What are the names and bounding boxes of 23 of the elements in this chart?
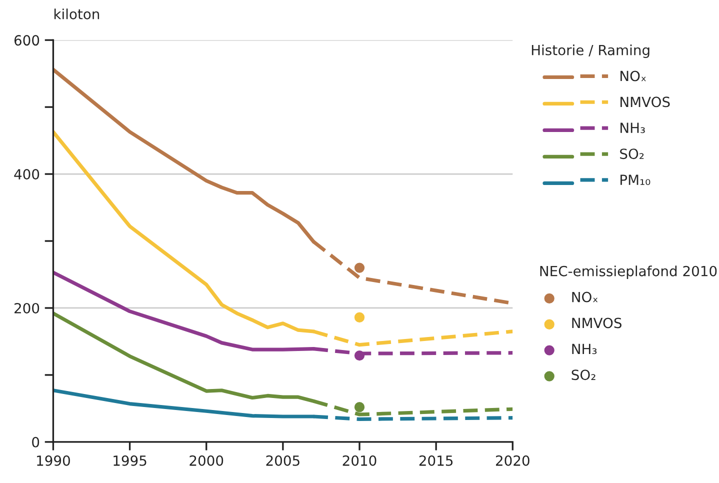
x-tick-label: 1990 [37, 455, 70, 466]
legend-label: NOₓ [572, 292, 598, 302]
x-tick-label: 2015 [419, 455, 453, 466]
legend-label: NOₓ [620, 70, 646, 82]
x-tick-label: 2000 [190, 455, 224, 466]
y-tick-label: 200 [14, 302, 40, 314]
legend-label: NMVOS [572, 318, 622, 328]
x-tick-label: 2010 [342, 455, 376, 466]
y-tick-label: 600 [14, 35, 40, 46]
y-axis-title: kiloton [54, 8, 100, 20]
legend-label: PM₁₀ [620, 174, 650, 185]
y-tick-label: 0 [32, 436, 40, 448]
x-tick-label: 2020 [496, 455, 530, 466]
legend-label: SO₂ [572, 370, 596, 380]
legend-label: NH₃ [620, 122, 645, 134]
x-tick-label: 1995 [114, 455, 146, 466]
legend-label: NH₃ [572, 344, 597, 354]
legend-title: Historie / Raming [532, 44, 650, 58]
legend-label: SO₂ [620, 148, 644, 160]
legend-label: NMVOS [620, 96, 670, 108]
y-tick-label: 400 [14, 169, 40, 180]
text: NEC-emissieplafond 2010 [540, 266, 717, 280]
x-tick-label: 2005 [266, 455, 300, 466]
